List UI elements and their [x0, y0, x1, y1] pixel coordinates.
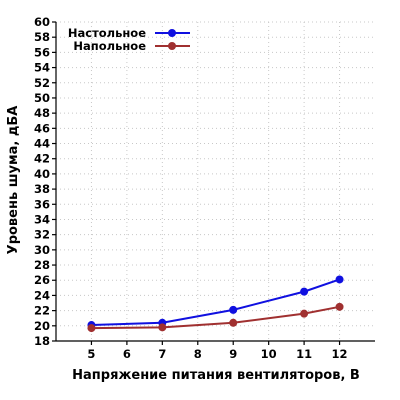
y-tick-label: 44 — [34, 137, 50, 151]
series-line — [91, 278, 340, 327]
y-tick-label: 38 — [34, 182, 50, 196]
y-tick-label: 60 — [34, 15, 50, 29]
y-tick-label: 22 — [34, 304, 50, 318]
y-tick-label: 58 — [34, 30, 50, 44]
y-tick-label: 54 — [34, 61, 50, 75]
y-tick-label: 32 — [34, 228, 50, 242]
legend-label: Напольное — [73, 39, 146, 53]
x-tick-label: 9 — [229, 347, 237, 361]
y-tick-label: 24 — [34, 288, 50, 302]
y-tick-label: 52 — [34, 76, 50, 90]
data-point — [300, 309, 309, 318]
y-tick-label: 34 — [34, 212, 50, 226]
x-tick-labels: 5 6 7 8 9 10 11 12 — [87, 347, 347, 361]
y-tick-label: 36 — [34, 197, 50, 211]
y-axis-label: Уровень шума, дБА — [6, 106, 21, 255]
series-2 — [87, 302, 344, 333]
y-tick-label: 48 — [34, 106, 50, 120]
axes — [52, 21, 375, 345]
y-tick-label: 20 — [34, 319, 50, 333]
y-tick-label: 50 — [34, 91, 50, 105]
legend-swatch-marker — [168, 42, 176, 50]
legend-item-2: Напольное — [73, 39, 190, 53]
y-tick-label: 40 — [34, 167, 50, 181]
series — [87, 275, 344, 333]
y-tick-label: 56 — [34, 45, 50, 59]
x-tick-label: 6 — [123, 347, 131, 361]
data-point — [335, 275, 344, 284]
y-tick-label: 46 — [34, 121, 50, 135]
y-tick-label: 28 — [34, 258, 50, 272]
y-tick-label: 42 — [34, 152, 50, 166]
y-tick-label: 18 — [34, 334, 50, 348]
legend-item-1: Настольное — [68, 26, 190, 40]
data-point — [229, 305, 238, 314]
x-tick-label: 7 — [158, 347, 166, 361]
data-point — [300, 287, 309, 296]
data-point — [87, 324, 96, 333]
grid — [56, 21, 375, 341]
x-tick-label: 12 — [332, 347, 348, 361]
legend-label: Настольное — [68, 26, 146, 40]
x-tick-label: 11 — [296, 347, 312, 361]
data-point — [229, 318, 238, 327]
x-tick-label: 8 — [194, 347, 202, 361]
series-line — [91, 305, 340, 330]
series-1 — [87, 275, 344, 330]
y-tick-label: 26 — [34, 273, 50, 287]
x-tick-label: 5 — [87, 347, 95, 361]
y-tick-label: 30 — [34, 243, 50, 257]
data-point — [335, 302, 344, 311]
x-tick-label: 10 — [261, 347, 277, 361]
x-axis-label: Напряжение питания вентиляторов, В — [72, 368, 360, 383]
data-point — [158, 323, 167, 332]
legend-swatch-marker — [168, 29, 176, 37]
